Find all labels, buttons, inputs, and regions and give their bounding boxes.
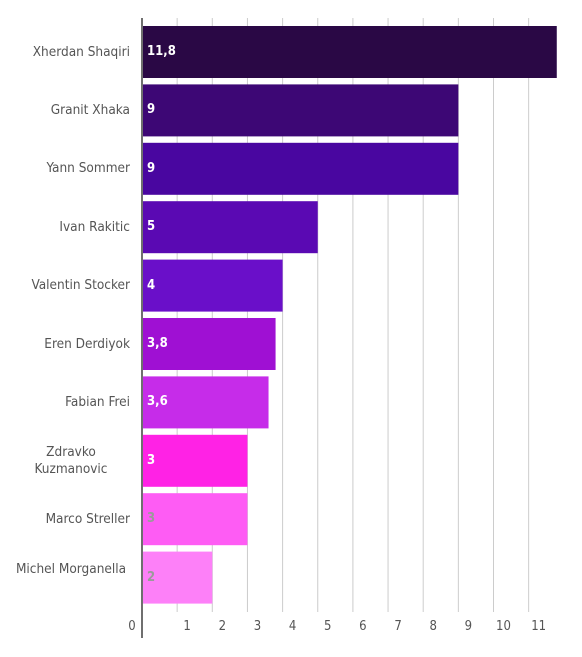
data-label: 3 bbox=[147, 511, 156, 527]
bar bbox=[143, 201, 318, 254]
x-tick-label: 0 bbox=[128, 619, 136, 634]
x-tick-label: 1 bbox=[183, 619, 191, 634]
data-label: 2 bbox=[147, 569, 156, 585]
data-label: 3,6 bbox=[147, 394, 168, 410]
category-label: Granit Xhaka bbox=[50, 101, 130, 118]
data-label: 11,8 bbox=[147, 44, 176, 59]
bar bbox=[143, 318, 276, 370]
category-label: Ivan Rakitic bbox=[59, 218, 130, 235]
category-label: Yann Sommer bbox=[46, 160, 130, 177]
x-tick-label: 5 bbox=[324, 619, 332, 634]
category-label: Eren Derdiyok bbox=[44, 335, 130, 352]
data-label: 4 bbox=[147, 277, 156, 293]
data-label: 3 bbox=[147, 452, 156, 468]
category-label: Michel Morganella bbox=[15, 560, 127, 577]
bar bbox=[143, 551, 213, 604]
x-tick-label: 8 bbox=[429, 619, 437, 634]
data-label: 9 bbox=[147, 160, 156, 176]
x-tick-label: 6 bbox=[359, 619, 367, 634]
bar bbox=[143, 26, 557, 78]
x-tick-label: 10 bbox=[496, 619, 511, 634]
category-label: Valentin Stocker bbox=[31, 277, 130, 294]
data-label: 9 bbox=[147, 102, 156, 118]
category-label: Xherdan Shaqiri bbox=[32, 43, 130, 60]
x-tick-label: 7 bbox=[394, 619, 402, 634]
bars bbox=[143, 26, 557, 604]
x-tick-label: 3 bbox=[253, 619, 262, 634]
bar bbox=[143, 493, 248, 546]
bar bbox=[143, 259, 283, 312]
category-label: Marco Streller bbox=[45, 510, 130, 527]
category-label: Fabian Frei bbox=[65, 393, 130, 410]
x-tick-label: 11 bbox=[531, 619, 547, 634]
x-tick-label: 4 bbox=[288, 619, 297, 634]
data-label: 5 bbox=[147, 219, 156, 235]
category-label: Zdravko Kuzmanovic bbox=[34, 443, 108, 477]
data-label: 3,8 bbox=[147, 336, 168, 351]
x-tick-label: 2 bbox=[218, 619, 227, 634]
bar bbox=[143, 142, 459, 195]
bar bbox=[143, 434, 248, 487]
bar bbox=[143, 376, 269, 429]
x-tick-label: 9 bbox=[464, 619, 473, 634]
bar bbox=[143, 84, 459, 137]
